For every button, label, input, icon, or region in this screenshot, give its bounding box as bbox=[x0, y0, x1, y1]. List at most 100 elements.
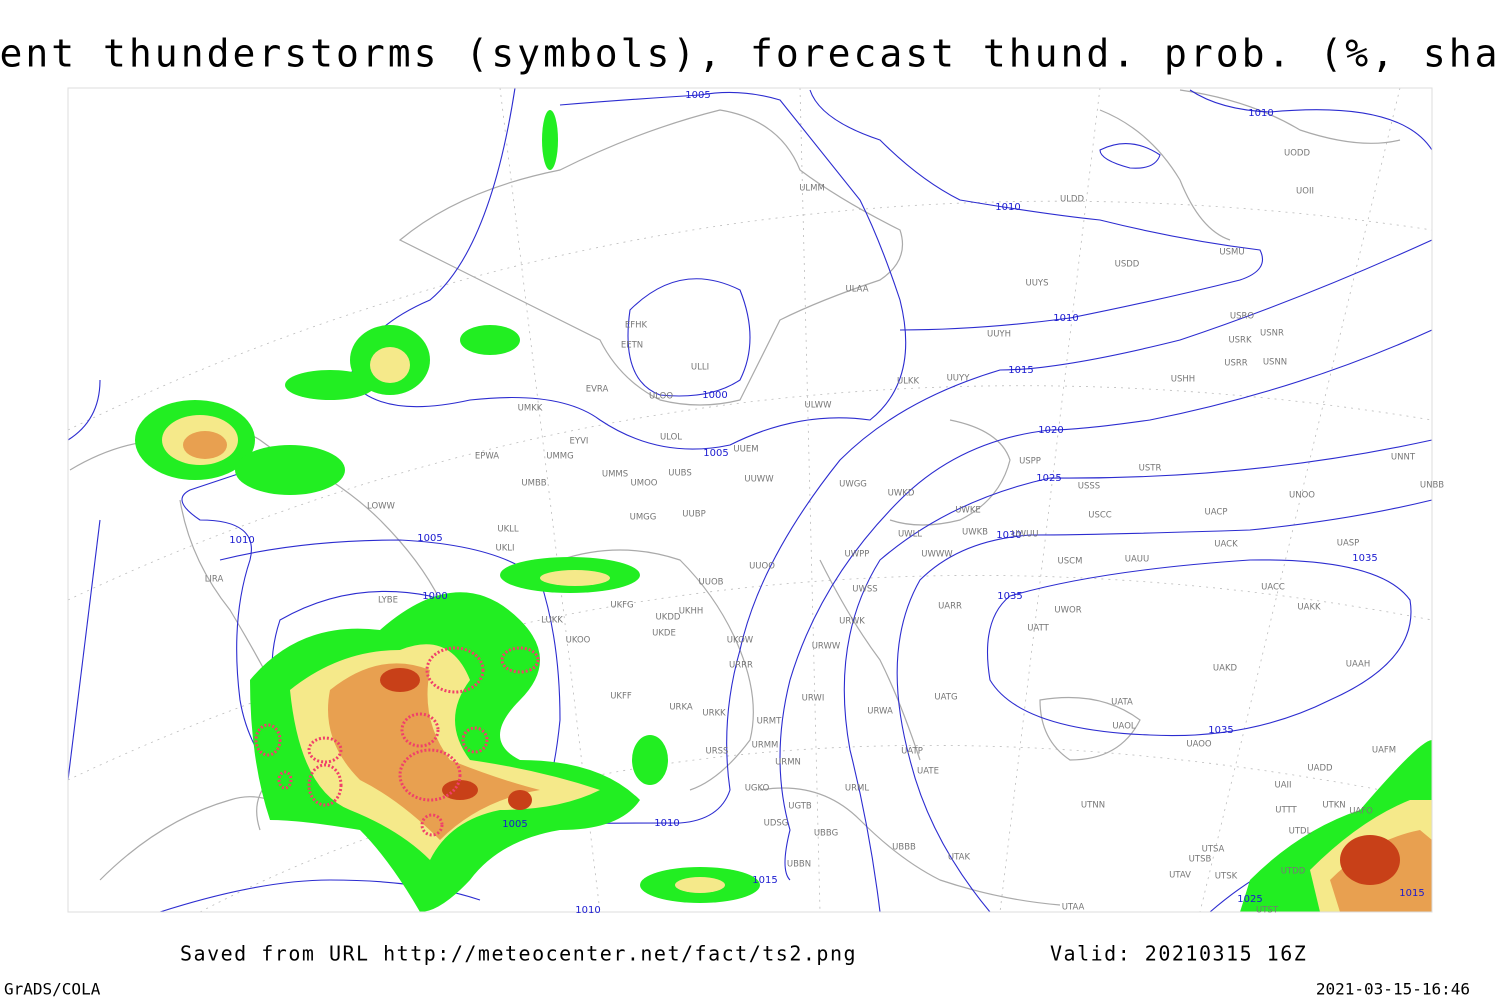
station-code: UMMG bbox=[546, 452, 573, 462]
station-code: UKDE bbox=[652, 629, 676, 639]
station-code: USRO bbox=[1230, 312, 1255, 322]
station-code: UWGG bbox=[839, 480, 867, 490]
station-code: UKLI bbox=[495, 544, 514, 554]
station-code: UTTT bbox=[1275, 806, 1297, 816]
station-code: UAII bbox=[1274, 781, 1291, 791]
station-code: URMT bbox=[757, 717, 782, 727]
station-code: UBBG bbox=[814, 829, 838, 839]
station-code: UAFM bbox=[1372, 746, 1396, 756]
isobar-label: 1015 bbox=[1008, 365, 1033, 376]
station-code: UTKN bbox=[1322, 801, 1345, 811]
station-code: URWI bbox=[802, 694, 825, 704]
station-code: USNN bbox=[1263, 358, 1287, 368]
station-code: EVRA bbox=[586, 385, 609, 395]
station-code: URML bbox=[845, 784, 869, 794]
station-code: URWK bbox=[839, 617, 865, 627]
isobar-label: 1005 bbox=[685, 90, 710, 101]
station-code: UGKO bbox=[745, 784, 770, 794]
station-code: UWKB bbox=[962, 528, 988, 538]
isobar-label: 1015 bbox=[1399, 888, 1424, 899]
station-code: UUEM bbox=[733, 445, 758, 455]
station-code: UWKD bbox=[888, 489, 915, 499]
station-code: UWLL bbox=[898, 530, 922, 540]
station-code: URSS bbox=[706, 747, 729, 757]
station-code: UUBP bbox=[682, 510, 705, 520]
station-code: UAFO bbox=[1349, 807, 1373, 817]
timestamp: 2021-03-15-16:46 bbox=[1316, 980, 1470, 999]
station-code: UUWW bbox=[744, 475, 774, 485]
station-code: UUYS bbox=[1025, 279, 1048, 289]
station-code: UUYH bbox=[987, 330, 1011, 340]
station-code: UTDD bbox=[1281, 867, 1306, 877]
station-code: UGTB bbox=[788, 802, 812, 812]
isobar-label: 1010 bbox=[654, 818, 679, 829]
station-code: ULDD bbox=[1060, 195, 1085, 205]
station-code: UWOR bbox=[1054, 606, 1081, 616]
station-code: UACC bbox=[1261, 583, 1285, 593]
station-code: UWKE bbox=[955, 506, 981, 516]
isobar-label: 1010 bbox=[1053, 313, 1078, 324]
station-code: UOII bbox=[1296, 187, 1314, 197]
station-code: UKHH bbox=[679, 607, 704, 617]
station-code: UDSG bbox=[764, 819, 789, 829]
station-code: UWSS bbox=[852, 585, 877, 595]
station-code: UBBB bbox=[892, 843, 916, 853]
station-code: UBBN bbox=[787, 860, 811, 870]
station-code: USPP bbox=[1019, 457, 1041, 467]
station-code: UTST bbox=[1256, 906, 1279, 916]
station-code: USHH bbox=[1171, 375, 1195, 385]
station-code: UATE bbox=[917, 767, 939, 777]
station-code: URMM bbox=[752, 741, 779, 751]
map-title: Current thunderstorms (symbols), forecas… bbox=[0, 32, 1500, 76]
station-code: UATA bbox=[1111, 698, 1133, 708]
station-code: URKA bbox=[669, 703, 693, 713]
isobar-label: 1010 bbox=[1248, 108, 1273, 119]
station-code: UKOW bbox=[727, 636, 754, 646]
station-code: EPWA bbox=[475, 452, 499, 462]
isobar-label: 1005 bbox=[417, 533, 442, 544]
station-code: UAOO bbox=[1186, 740, 1212, 750]
station-code: ULMM bbox=[799, 184, 825, 194]
station-code: LIRA bbox=[205, 575, 224, 585]
thunderstorm-symbols bbox=[254, 646, 540, 837]
station-code: LUKK bbox=[541, 616, 563, 626]
source-url: Saved from URL http://meteocenter.net/fa… bbox=[180, 942, 857, 966]
station-code: UMGG bbox=[630, 513, 657, 523]
station-code: UTSA bbox=[1202, 845, 1225, 855]
station-code: EETN bbox=[621, 341, 643, 351]
isobar-label: 1005 bbox=[703, 448, 728, 459]
station-code: USMU bbox=[1219, 248, 1244, 258]
station-code: USTR bbox=[1139, 464, 1162, 474]
isobar-label: 1015 bbox=[752, 875, 777, 886]
isobar-label: 1005 bbox=[502, 819, 527, 830]
station-code: ULAA bbox=[845, 285, 868, 295]
station-code: UARR bbox=[938, 602, 962, 612]
station-code: UKOO bbox=[566, 636, 591, 646]
station-code: UUOO bbox=[749, 562, 775, 572]
station-code: ULLI bbox=[691, 363, 709, 373]
station-code: UMKK bbox=[518, 404, 543, 414]
station-code: UWUU bbox=[1011, 530, 1038, 540]
station-code: USRK bbox=[1228, 336, 1252, 346]
station-code: ULKK bbox=[897, 377, 920, 387]
isobar-label: 1030 bbox=[996, 530, 1021, 541]
station-code: UASP bbox=[1337, 539, 1360, 549]
station-code: ULOL bbox=[660, 433, 682, 443]
station-code: UAUU bbox=[1125, 555, 1149, 565]
station-code: URRR bbox=[729, 661, 753, 671]
station-code: UWPP bbox=[845, 550, 870, 560]
station-code: UAKD bbox=[1213, 664, 1238, 674]
station-code: UODD bbox=[1284, 149, 1310, 159]
station-code: UKFF bbox=[610, 692, 632, 702]
station-code: USDD bbox=[1115, 260, 1140, 270]
station-code: UTSB bbox=[1189, 855, 1212, 865]
station-code: EFHK bbox=[625, 321, 648, 331]
isobar-label: 1010 bbox=[995, 202, 1020, 213]
station-code: UKLL bbox=[497, 525, 519, 535]
station-code: UTDL bbox=[1289, 827, 1312, 837]
station-code: USCM bbox=[1058, 557, 1083, 567]
station-code: UAAH bbox=[1346, 660, 1370, 670]
station-code: UAOL bbox=[1112, 722, 1136, 732]
